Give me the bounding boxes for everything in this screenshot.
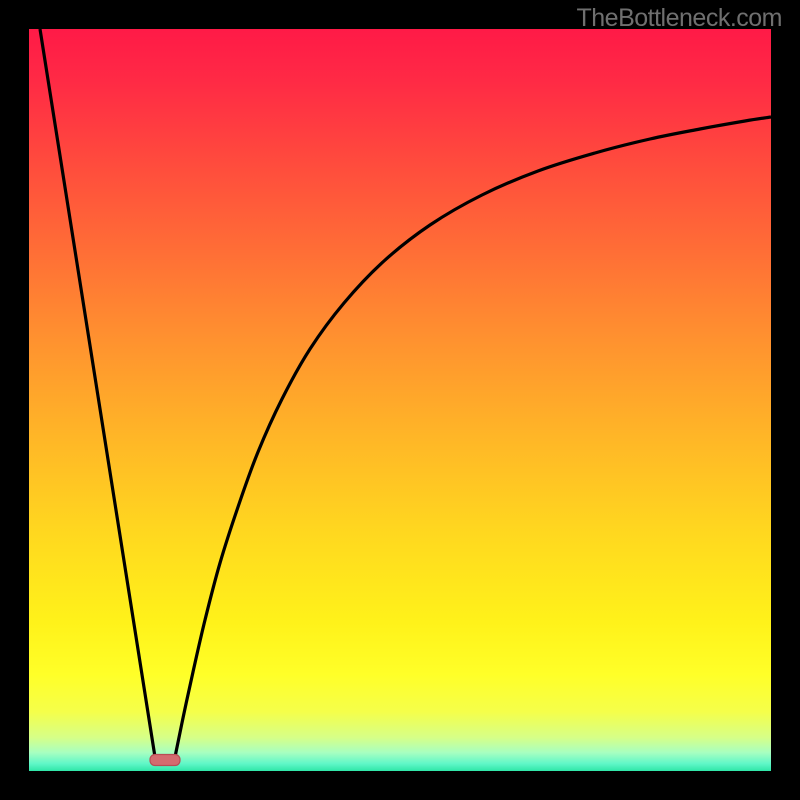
watermark-text: TheBottleneck.com xyxy=(577,4,783,33)
minimum-marker xyxy=(150,755,180,766)
chart-container: TheBottleneck.com xyxy=(0,0,800,800)
bottleneck-chart xyxy=(0,0,800,800)
